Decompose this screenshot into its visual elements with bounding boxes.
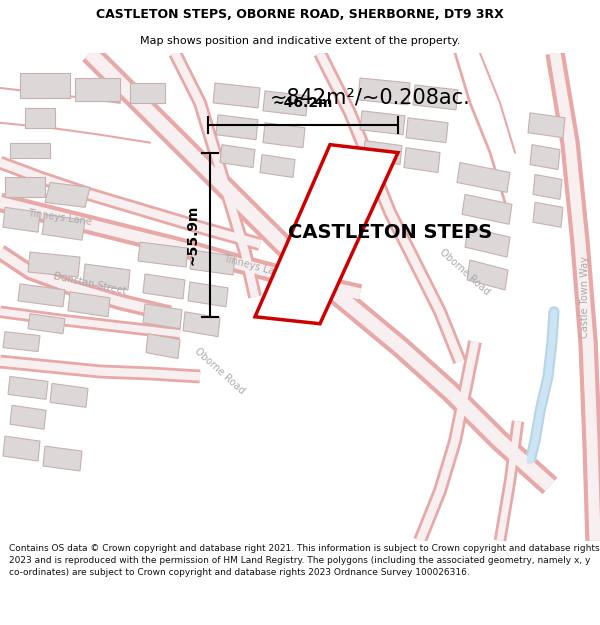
Polygon shape [188, 282, 228, 307]
Polygon shape [220, 144, 255, 168]
Polygon shape [8, 376, 48, 399]
Polygon shape [360, 111, 405, 135]
Polygon shape [216, 115, 258, 139]
Polygon shape [3, 208, 40, 232]
Text: CASTLETON STEPS: CASTLETON STEPS [288, 222, 492, 242]
Polygon shape [68, 292, 110, 317]
Polygon shape [25, 108, 55, 127]
Polygon shape [83, 264, 130, 290]
Polygon shape [462, 194, 512, 224]
Text: CASTLETON STEPS, OBORNE ROAD, SHERBORNE, DT9 3RX: CASTLETON STEPS, OBORNE ROAD, SHERBORNE,… [96, 8, 504, 21]
Polygon shape [45, 182, 90, 208]
Polygon shape [143, 304, 182, 329]
Text: Oborne Road: Oborne Road [193, 346, 247, 396]
Polygon shape [10, 142, 50, 158]
Polygon shape [213, 83, 260, 108]
Polygon shape [457, 162, 510, 192]
Polygon shape [130, 83, 165, 103]
Text: Tinneys Lane: Tinneys Lane [28, 208, 92, 227]
Polygon shape [143, 274, 185, 299]
Polygon shape [43, 446, 82, 471]
Text: Castle Town Way: Castle Town Way [580, 256, 590, 338]
Polygon shape [42, 214, 85, 240]
Polygon shape [533, 174, 562, 199]
Polygon shape [183, 312, 220, 337]
Polygon shape [363, 141, 402, 164]
Polygon shape [263, 122, 305, 148]
Polygon shape [413, 85, 458, 110]
Polygon shape [467, 260, 508, 290]
Polygon shape [3, 332, 40, 352]
Polygon shape [5, 177, 45, 198]
Polygon shape [533, 202, 563, 228]
Polygon shape [138, 242, 188, 267]
Text: Dunstan Street: Dunstan Street [53, 271, 127, 296]
Polygon shape [20, 73, 70, 98]
Polygon shape [50, 383, 88, 408]
Polygon shape [146, 334, 180, 359]
Polygon shape [28, 252, 80, 277]
Polygon shape [75, 78, 120, 101]
Polygon shape [3, 436, 40, 461]
Text: ~46.2m: ~46.2m [273, 96, 333, 110]
Polygon shape [28, 314, 65, 334]
Polygon shape [465, 228, 510, 257]
Polygon shape [263, 91, 308, 116]
Polygon shape [260, 154, 295, 178]
Text: Oborne Road: Oborne Road [438, 247, 492, 297]
Text: ~842m²/~0.208ac.: ~842m²/~0.208ac. [270, 88, 471, 108]
Polygon shape [18, 284, 65, 307]
Polygon shape [528, 113, 565, 138]
Polygon shape [406, 118, 448, 142]
Polygon shape [404, 148, 440, 173]
Text: ~55.9m: ~55.9m [185, 204, 199, 265]
Polygon shape [358, 78, 410, 105]
Polygon shape [10, 406, 46, 429]
Polygon shape [530, 144, 560, 169]
Text: Contains OS data © Crown copyright and database right 2021. This information is : Contains OS data © Crown copyright and d… [9, 544, 599, 577]
Text: Tinneys Lane: Tinneys Lane [223, 254, 287, 280]
Polygon shape [255, 144, 398, 324]
Text: Map shows position and indicative extent of the property.: Map shows position and indicative extent… [140, 36, 460, 46]
Polygon shape [190, 250, 235, 275]
